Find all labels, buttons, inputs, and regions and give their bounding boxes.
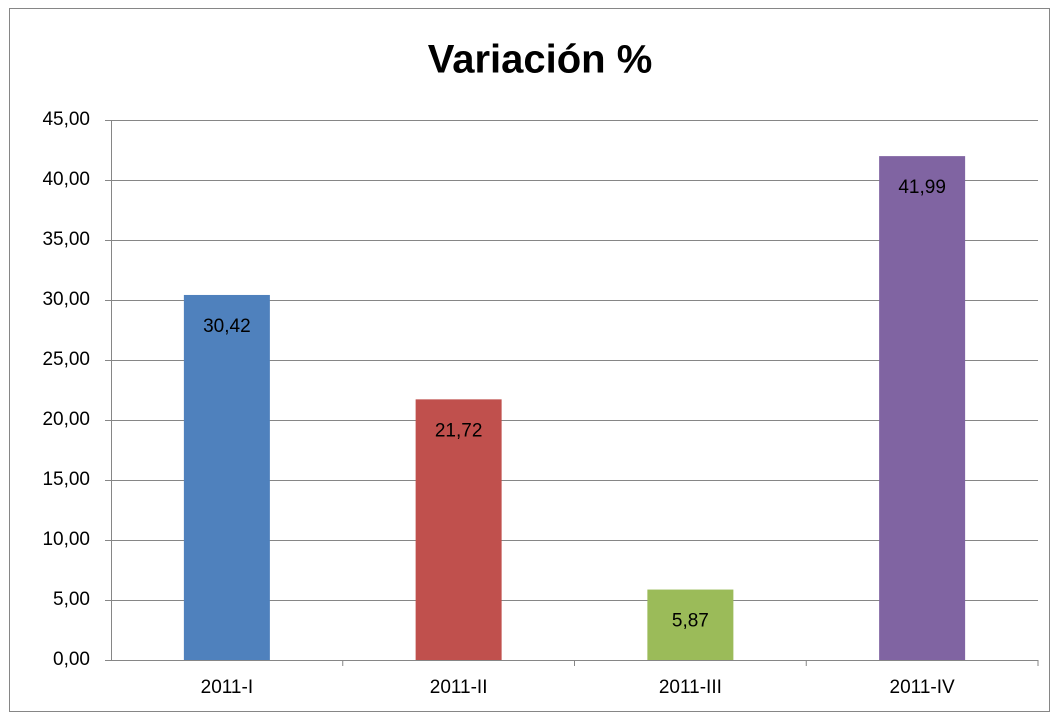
chart-title: Variación %: [428, 38, 653, 82]
data-label: 30,42: [203, 316, 251, 337]
data-label: 21,72: [435, 420, 483, 441]
y-tick-label: 45,00: [42, 109, 90, 130]
bar: [415, 399, 502, 660]
x-tick-label: 2011-I: [201, 677, 253, 698]
y-tick-label: 25,00: [42, 349, 90, 370]
y-tick-label: 20,00: [42, 409, 90, 430]
x-tick-label: 2011-II: [430, 677, 488, 698]
data-label: 5,87: [672, 611, 709, 632]
x-tick-label: 2011-III: [659, 677, 722, 698]
y-tick-label: 40,00: [42, 169, 90, 190]
bar: [879, 156, 966, 660]
y-tick-label: 15,00: [42, 469, 90, 490]
y-tick-label: 5,00: [53, 589, 90, 610]
bar: [183, 294, 270, 660]
y-tick-label: 10,00: [42, 529, 90, 550]
y-tick-label: 30,00: [42, 289, 90, 310]
y-tick-label: 0,00: [53, 649, 90, 670]
bar: [647, 589, 734, 660]
x-tick-label: 2011-IV: [890, 677, 955, 698]
y-tick-label: 35,00: [42, 229, 90, 250]
data-label: 41,99: [898, 177, 946, 198]
